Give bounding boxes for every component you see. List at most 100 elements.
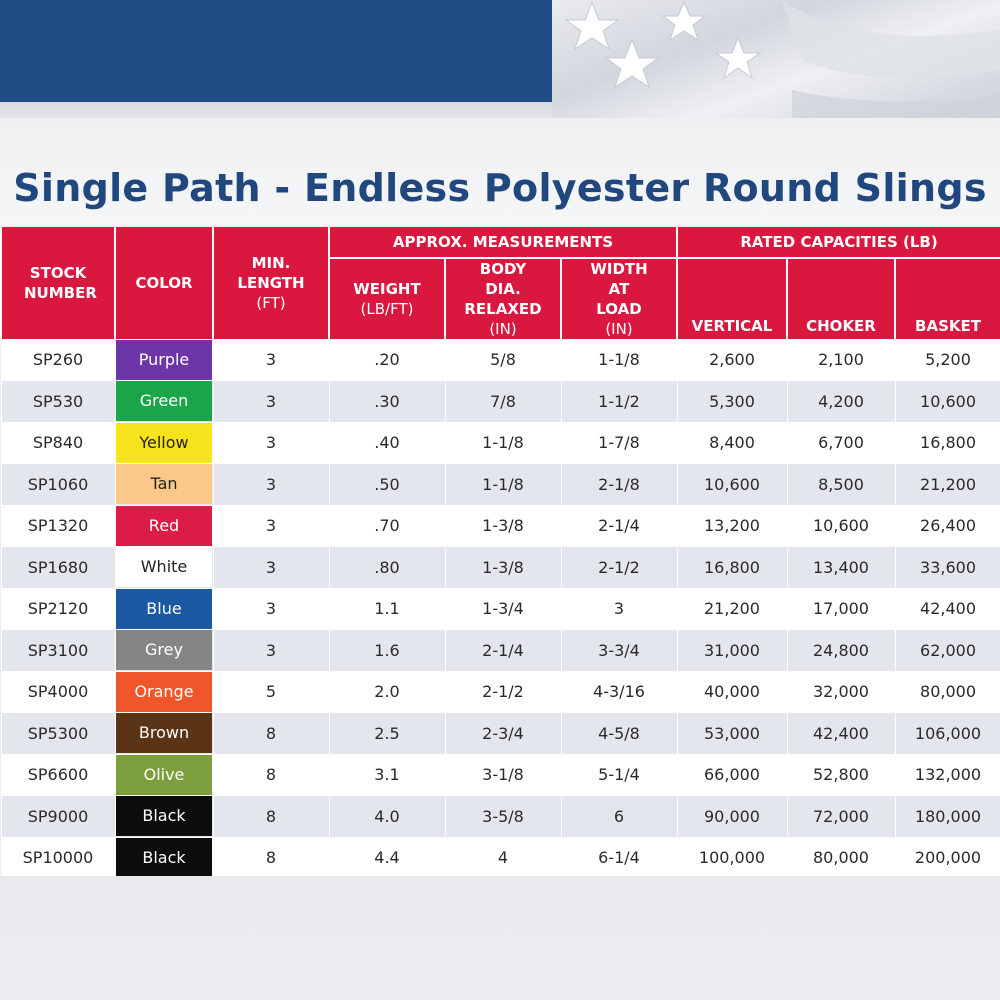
flag-stars-image [552, 0, 1000, 118]
color-cell: Orange [114, 671, 214, 713]
body-dia-cell: 1-3/4 [444, 588, 562, 630]
vertical-cell: 10,600 [676, 463, 788, 505]
star-icon [661, 0, 707, 42]
header-weight-label: WEIGHT [353, 280, 421, 298]
header-width-at-load: WIDTH AT LOAD (IN) [560, 258, 678, 339]
weight-cell: 4.0 [328, 795, 446, 837]
basket-cell: 132,000 [894, 754, 1000, 796]
choker-cell: 52,800 [786, 754, 896, 796]
color-swatch: Olive [116, 754, 212, 795]
weight-cell: .30 [328, 380, 446, 422]
header-min-length-label: MIN. LENGTH [237, 254, 305, 292]
table-row: SP2120 Blue 3 1.1 1-3/4 3 21,200 17,000 … [0, 588, 1000, 630]
basket-cell: 106,000 [894, 712, 1000, 754]
color-cell: Blue [114, 588, 214, 630]
header-stock-number: STOCK NUMBER [0, 227, 116, 339]
table-row: SP1320 Red 3 .70 1-3/8 2-1/4 13,200 10,6… [0, 505, 1000, 547]
stock-number-cell: SP530 [0, 380, 116, 422]
header-choker: CHOKER [786, 258, 896, 339]
stock-number-cell: SP1680 [0, 546, 116, 588]
stock-number-cell: SP1060 [0, 463, 116, 505]
body-dia-cell: 3-5/8 [444, 795, 562, 837]
choker-cell: 6,700 [786, 422, 896, 464]
star-icon [564, 0, 620, 51]
weight-cell: 2.5 [328, 712, 446, 754]
header-weight: WEIGHT (LB/FT) [328, 258, 446, 339]
header-rated-capacities: RATED CAPACITIES (LB) [675, 227, 1000, 259]
vertical-cell: 66,000 [676, 754, 788, 796]
width-at-load-cell: 1-7/8 [560, 422, 678, 464]
color-swatch: Tan [116, 464, 212, 505]
vertical-cell: 13,200 [676, 505, 788, 547]
color-cell: Olive [114, 754, 214, 796]
choker-cell: 4,200 [786, 380, 896, 422]
table-row: SP840 Yellow 3 .40 1-1/8 1-7/8 8,400 6,7… [0, 422, 1000, 464]
basket-cell: 16,800 [894, 422, 1000, 464]
header-body-dia: BODY DIA. RELAXED (IN) [444, 258, 562, 339]
width-at-load-cell: 3 [560, 588, 678, 630]
vertical-cell: 31,000 [676, 629, 788, 671]
width-at-load-cell: 4-5/8 [560, 712, 678, 754]
color-swatch: White [116, 547, 212, 588]
header-basket: BASKET [893, 258, 1000, 339]
color-cell: Tan [114, 463, 214, 505]
min-length-cell: 8 [212, 837, 330, 879]
weight-cell: .80 [328, 546, 446, 588]
body-dia-cell: 4 [444, 837, 562, 879]
stock-number-cell: SP4000 [0, 671, 116, 713]
color-cell: White [114, 546, 214, 588]
min-length-cell: 5 [212, 671, 330, 713]
body-dia-cell: 2-3/4 [444, 712, 562, 754]
stock-number-cell: SP3100 [0, 629, 116, 671]
vertical-cell: 16,800 [676, 546, 788, 588]
stock-number-cell: SP2120 [0, 588, 116, 630]
color-cell: Grey [114, 629, 214, 671]
width-at-load-cell: 2-1/4 [560, 505, 678, 547]
table-row: SP5300 Brown 8 2.5 2-3/4 4-5/8 53,000 42… [0, 712, 1000, 754]
width-at-load-cell: 1-1/2 [560, 380, 678, 422]
width-at-load-cell: 5-1/4 [560, 754, 678, 796]
color-cell: Black [114, 795, 214, 837]
body-dia-cell: 3-1/8 [444, 754, 562, 796]
color-swatch: Orange [116, 671, 212, 712]
stock-number-cell: SP10000 [0, 837, 116, 879]
choker-cell: 42,400 [786, 712, 896, 754]
choker-cell: 32,000 [786, 671, 896, 713]
width-at-load-cell: 1-1/8 [560, 339, 678, 381]
header-approx-measurements: APPROX. MEASUREMENTS [328, 227, 678, 259]
stock-number-cell: SP840 [0, 422, 116, 464]
body-dia-cell: 5/8 [444, 339, 562, 381]
min-length-cell: 3 [212, 422, 330, 464]
basket-cell: 26,400 [894, 505, 1000, 547]
width-at-load-cell: 2-1/2 [560, 546, 678, 588]
min-length-cell: 3 [212, 629, 330, 671]
choker-cell: 72,000 [786, 795, 896, 837]
weight-cell: .70 [328, 505, 446, 547]
table-row: SP260 Purple 3 .20 5/8 1-1/8 2,600 2,100… [0, 339, 1000, 381]
color-cell: Purple [114, 339, 214, 381]
width-at-load-cell: 4-3/16 [560, 671, 678, 713]
header-body-dia-label: BODY DIA. RELAXED [464, 260, 542, 318]
weight-cell: 2.0 [328, 671, 446, 713]
weight-cell: 1.1 [328, 588, 446, 630]
body-dia-cell: 1-3/8 [444, 505, 562, 547]
table-row: SP9000 Black 8 4.0 3-5/8 6 90,000 72,000… [0, 795, 1000, 837]
table-row: SP6600 Olive 8 3.1 3-1/8 5-1/4 66,000 52… [0, 754, 1000, 796]
min-length-cell: 3 [212, 588, 330, 630]
weight-cell: .40 [328, 422, 446, 464]
vertical-cell: 8,400 [676, 422, 788, 464]
basket-cell: 21,200 [894, 463, 1000, 505]
vertical-cell: 90,000 [676, 795, 788, 837]
body-dia-cell: 7/8 [444, 380, 562, 422]
color-cell: Black [114, 837, 214, 879]
width-at-load-cell: 6-1/4 [560, 837, 678, 879]
weight-cell: .50 [328, 463, 446, 505]
choker-cell: 24,800 [786, 629, 896, 671]
header-width-at-load-label: WIDTH AT LOAD [590, 260, 648, 318]
header-width-at-load-unit: (IN) [605, 320, 633, 338]
width-at-load-cell: 2-1/8 [560, 463, 678, 505]
header-min-length: MIN. LENGTH (FT) [212, 227, 330, 339]
color-cell: Yellow [114, 422, 214, 464]
star-icon [604, 38, 660, 89]
color-swatch: Black [116, 837, 212, 878]
